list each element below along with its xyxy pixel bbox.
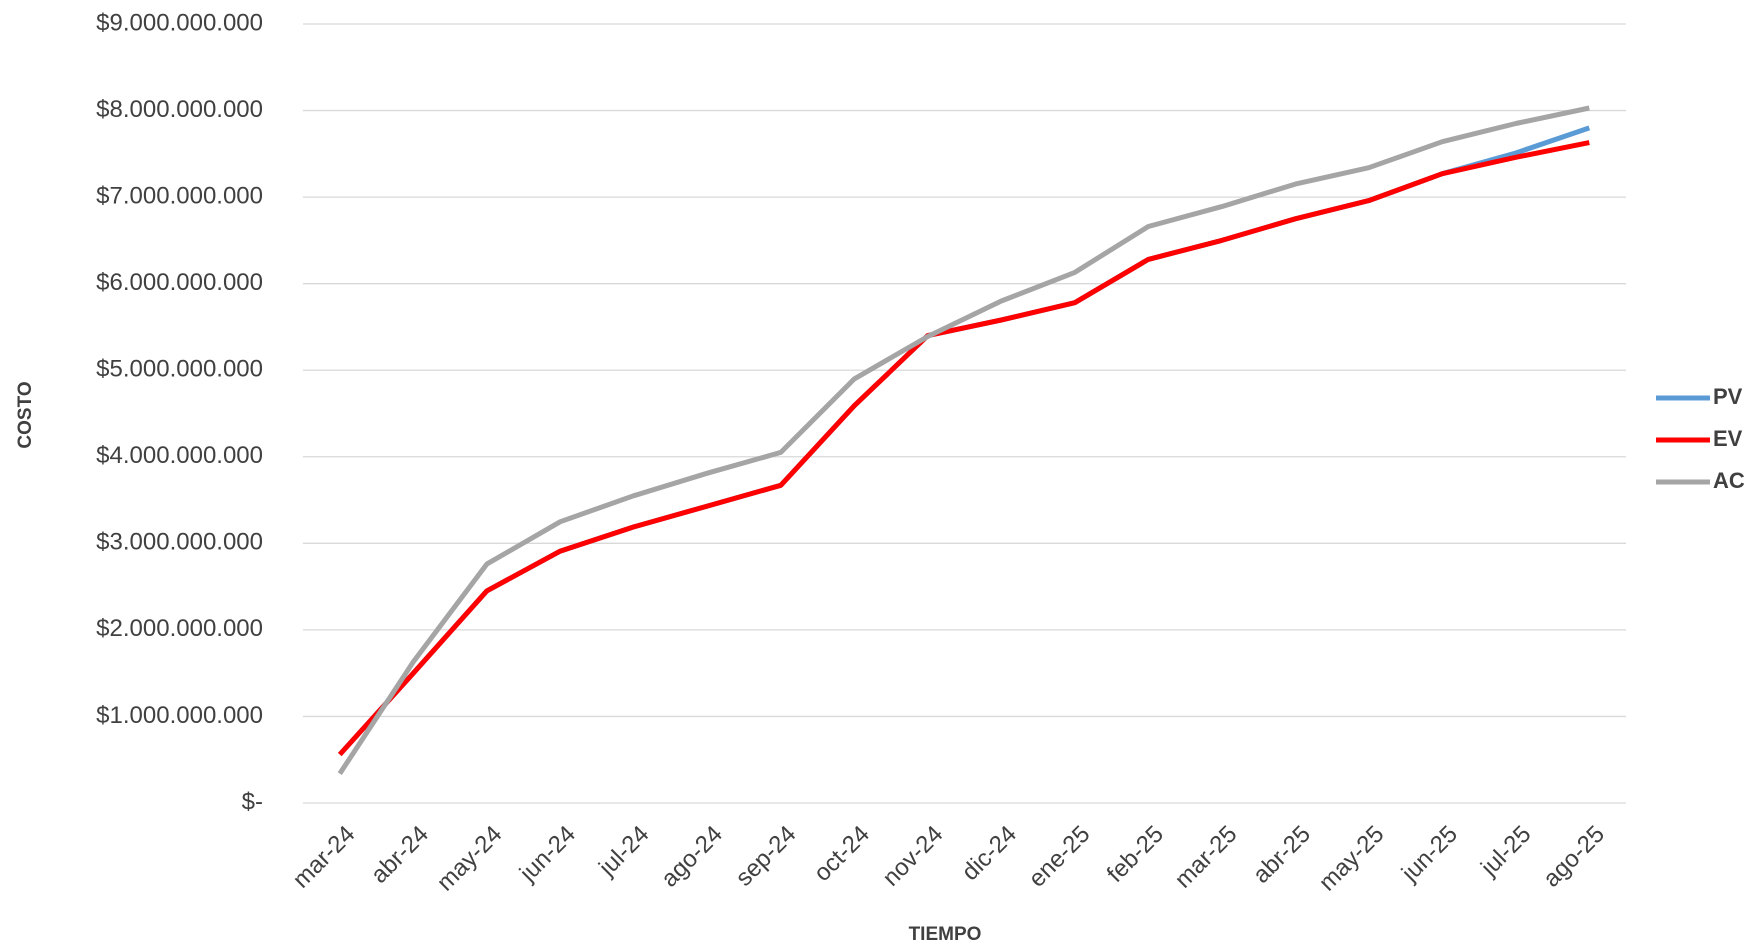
legend-label: AC	[1713, 468, 1745, 493]
x-tick-label: mar-25	[1170, 821, 1243, 894]
x-tick-label: abr-25	[1248, 821, 1316, 889]
x-tick-label: may-24	[432, 821, 508, 897]
x-tick-label: may-25	[1314, 821, 1390, 897]
y-tick-label: $-	[242, 788, 263, 815]
x-tick-label: jun-24	[514, 821, 581, 888]
x-tick-label: feb-25	[1102, 821, 1169, 888]
x-axis-title: TIEMPO	[909, 924, 982, 945]
y-tick-label: $2.000.000.000	[96, 615, 263, 642]
x-tick-label: jul-25	[1475, 821, 1536, 882]
series-line	[337, 125, 1591, 757]
legend-label: PV	[1713, 384, 1743, 409]
y-tick-label: $8.000.000.000	[96, 96, 263, 123]
y-tick-label: $1.000.000.000	[96, 702, 263, 729]
y-tick-label: $9.000.000.000	[96, 9, 263, 36]
x-tick-label: oct-24	[809, 821, 875, 887]
x-tick-label: ago-25	[1538, 821, 1610, 893]
y-tick-label: $3.000.000.000	[96, 529, 263, 556]
y-tick-label: $4.000.000.000	[96, 442, 263, 469]
x-tick-label: nov-24	[877, 821, 948, 892]
x-tick-label: sep-24	[730, 821, 801, 892]
x-tick-label: jul-24	[593, 821, 654, 882]
x-tick-label: dic-24	[957, 821, 1022, 886]
series-line	[337, 140, 1590, 757]
x-tick-label: abr-24	[366, 821, 434, 889]
series-line	[337, 105, 1590, 775]
x-tick-label: ene-25	[1024, 821, 1096, 893]
x-tick-label: jun-25	[1396, 821, 1463, 888]
y-tick-label: $5.000.000.000	[96, 356, 263, 383]
legend-label: EV	[1713, 426, 1743, 451]
y-tick-label: $7.000.000.000	[96, 182, 263, 209]
y-tick-label: $6.000.000.000	[96, 269, 263, 296]
x-tick-label: ago-24	[656, 821, 728, 893]
x-tick-label: mar-24	[288, 821, 361, 894]
y-axis-title: COSTO	[15, 381, 36, 448]
